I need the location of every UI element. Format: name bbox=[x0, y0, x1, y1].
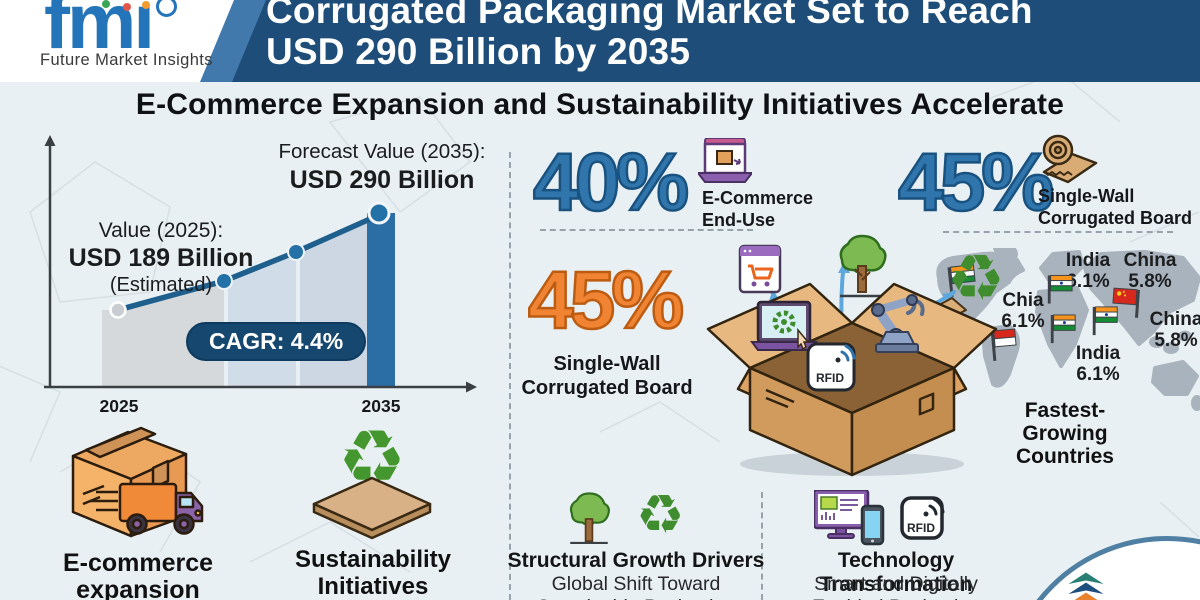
subtitle: E-Commerce Expansion and Sustainability … bbox=[135, 88, 1065, 121]
country-value: 6.1% bbox=[1066, 271, 1110, 292]
flag-india-europe-icon bbox=[1047, 274, 1073, 304]
divider-vertical-main bbox=[509, 152, 511, 600]
chart-end-bar bbox=[367, 213, 395, 387]
stat-ecommerce-label: E-Commerce End-Use bbox=[702, 188, 822, 231]
stat-ecommerce-label1: E-Commerce bbox=[702, 188, 814, 208]
current-value-annotation: Value (2025): USD 189 Billion (Estimated… bbox=[30, 219, 292, 297]
stat-singlewall-orange-label1: Single-Wall bbox=[553, 353, 661, 375]
tree-small-icon bbox=[569, 492, 610, 544]
flag-china-icon bbox=[1112, 287, 1140, 318]
country-name: China bbox=[1123, 250, 1177, 271]
fmi-logo: fmi bbox=[44, 0, 155, 65]
stat-singlewall-blue-value: 45% bbox=[897, 137, 1056, 228]
divider-under-45pct-right bbox=[943, 231, 1173, 233]
flag-india-africa-icon bbox=[1050, 314, 1076, 344]
section1-line1: Global Shift Toward bbox=[551, 573, 721, 595]
flag-indonesia-icon bbox=[990, 328, 1017, 361]
stat-singlewall-blue-label: Single-Wall Corrugated Board bbox=[1038, 186, 1198, 229]
page-title: Corrugated Packaging Market Set to Reach… bbox=[266, 0, 1166, 72]
monitor-phone-icon bbox=[814, 490, 885, 546]
map-title: Fastest-Growing Countries bbox=[983, 399, 1147, 468]
map-label-chia-west: Chia 6.1% bbox=[993, 290, 1053, 332]
sustainability-board-icon: ♻ bbox=[312, 416, 432, 540]
country-value: 5.8% bbox=[1154, 330, 1198, 351]
value-note: (Estimated) bbox=[109, 274, 213, 296]
driver-sustainability-line2: Initiatives bbox=[317, 573, 429, 600]
section1-title: Structural Growth Drivers bbox=[507, 549, 765, 572]
stat-singlewall-blue-label1: Single-Wall bbox=[1038, 186, 1135, 206]
logo-dot-green bbox=[102, 0, 110, 8]
section2-title: Technology Transformation bbox=[819, 549, 973, 596]
data-point-2025 bbox=[109, 301, 127, 319]
driver-sustainability-line1: Sustainability bbox=[294, 546, 452, 573]
logo-ring-icon bbox=[156, 0, 177, 17]
map-title-line1: Fastest-Growing bbox=[1022, 399, 1108, 445]
x-tick-2035: 2035 bbox=[361, 396, 401, 416]
cagr-badge: CAGR: 4.4% bbox=[186, 322, 367, 361]
stat-singlewall-orange-label2: Corrugated Board bbox=[521, 377, 693, 399]
driver-label-sustainability: Sustainability Initiatives bbox=[278, 546, 468, 600]
x-axis-arrow bbox=[466, 381, 477, 393]
data-point-2035 bbox=[367, 201, 391, 225]
driver-ecommerce-line1: E-commerce bbox=[62, 549, 214, 577]
map-label-india-bottom: India 6.1% bbox=[1068, 343, 1128, 385]
section1-line2: Sustainable Packaging bbox=[504, 596, 768, 600]
data-point-mid2 bbox=[287, 243, 305, 261]
value-amount: USD 189 Billion bbox=[68, 244, 254, 272]
online-cart-icon bbox=[738, 244, 782, 294]
logo-dot-orange bbox=[142, 1, 150, 9]
stat-singlewall-orange-label: Single-Wall Corrugated Board bbox=[500, 352, 714, 400]
country-value: 6.1% bbox=[1076, 364, 1120, 385]
rfid-text: RFID bbox=[816, 371, 844, 385]
country-name: Chia bbox=[1002, 290, 1044, 311]
section2-line1: Smart and Digitally bbox=[814, 573, 978, 595]
fmi-mark-icon bbox=[1065, 572, 1107, 600]
divider-under-40pct bbox=[540, 229, 753, 231]
map-label-china-top: China 5.8% bbox=[1118, 250, 1182, 292]
flag-india-na-icon bbox=[947, 264, 976, 298]
flag-india-asia-icon bbox=[1092, 306, 1118, 336]
stat-singlewall-orange-value: 45% bbox=[527, 255, 686, 346]
rfid-outline-icon: RFID bbox=[900, 496, 945, 540]
section2-line2: Enabled Packaging bbox=[768, 596, 1024, 600]
forecast-value: USD 290 Billion bbox=[289, 166, 475, 194]
rfid-text: RFID bbox=[907, 521, 935, 535]
x-tick-2025: 2025 bbox=[99, 396, 139, 416]
country-name: China bbox=[1149, 309, 1200, 330]
rfid-tag-icon: RFID bbox=[806, 342, 856, 392]
stat-ecommerce-label2: End-Use bbox=[702, 209, 776, 230]
brand-tagline: Future Market Insights bbox=[40, 51, 213, 69]
stat-ecommerce-value: 40% bbox=[532, 137, 691, 228]
laptop-ecommerce-icon bbox=[698, 138, 752, 183]
forecast-label: Forecast Value (2035): bbox=[278, 140, 486, 163]
map-label-china-right: China 5.8% bbox=[1144, 309, 1200, 351]
header-dark-band bbox=[224, 0, 1200, 82]
country-value: 5.8% bbox=[1128, 271, 1172, 292]
driver-ecommerce-line2: expansion bbox=[76, 576, 200, 600]
y-axis-arrow bbox=[44, 135, 56, 146]
tree-icon bbox=[839, 234, 887, 298]
logo-dot-red bbox=[123, 3, 131, 11]
recycle-icon: ♻ bbox=[636, 485, 685, 545]
forecast-annotation: Forecast Value (2035): USD 290 Billion bbox=[262, 140, 502, 195]
value-label: Value (2025): bbox=[98, 219, 224, 242]
divider-bottom-sections bbox=[761, 492, 763, 600]
trend-line bbox=[115, 212, 382, 313]
country-value: 6.1% bbox=[1001, 311, 1045, 332]
driver-label-ecommerce: E-commerce expansion bbox=[40, 550, 236, 600]
corrugated-roll-icon bbox=[1042, 134, 1098, 184]
stat-singlewall-blue-label2: Corrugated Board bbox=[1038, 207, 1193, 228]
laptop-gear-icon bbox=[750, 300, 818, 351]
smart-packaging-box-illustration: ♻ bbox=[706, 234, 1005, 477]
country-name: India bbox=[1075, 343, 1121, 364]
country-name: India bbox=[1065, 250, 1111, 271]
ecommerce-box-truck-icon bbox=[71, 426, 204, 538]
map-title-line2: Countries bbox=[1015, 445, 1114, 468]
page-title-line1: Corrugated Packaging Market Set to Reach bbox=[266, 0, 1033, 31]
data-point-mid1 bbox=[215, 272, 233, 290]
map-label-india-top: India 6.1% bbox=[1058, 250, 1118, 292]
page-title-line2: USD 290 Billion by 2035 bbox=[266, 31, 691, 72]
robot-arm-icon bbox=[871, 294, 925, 353]
